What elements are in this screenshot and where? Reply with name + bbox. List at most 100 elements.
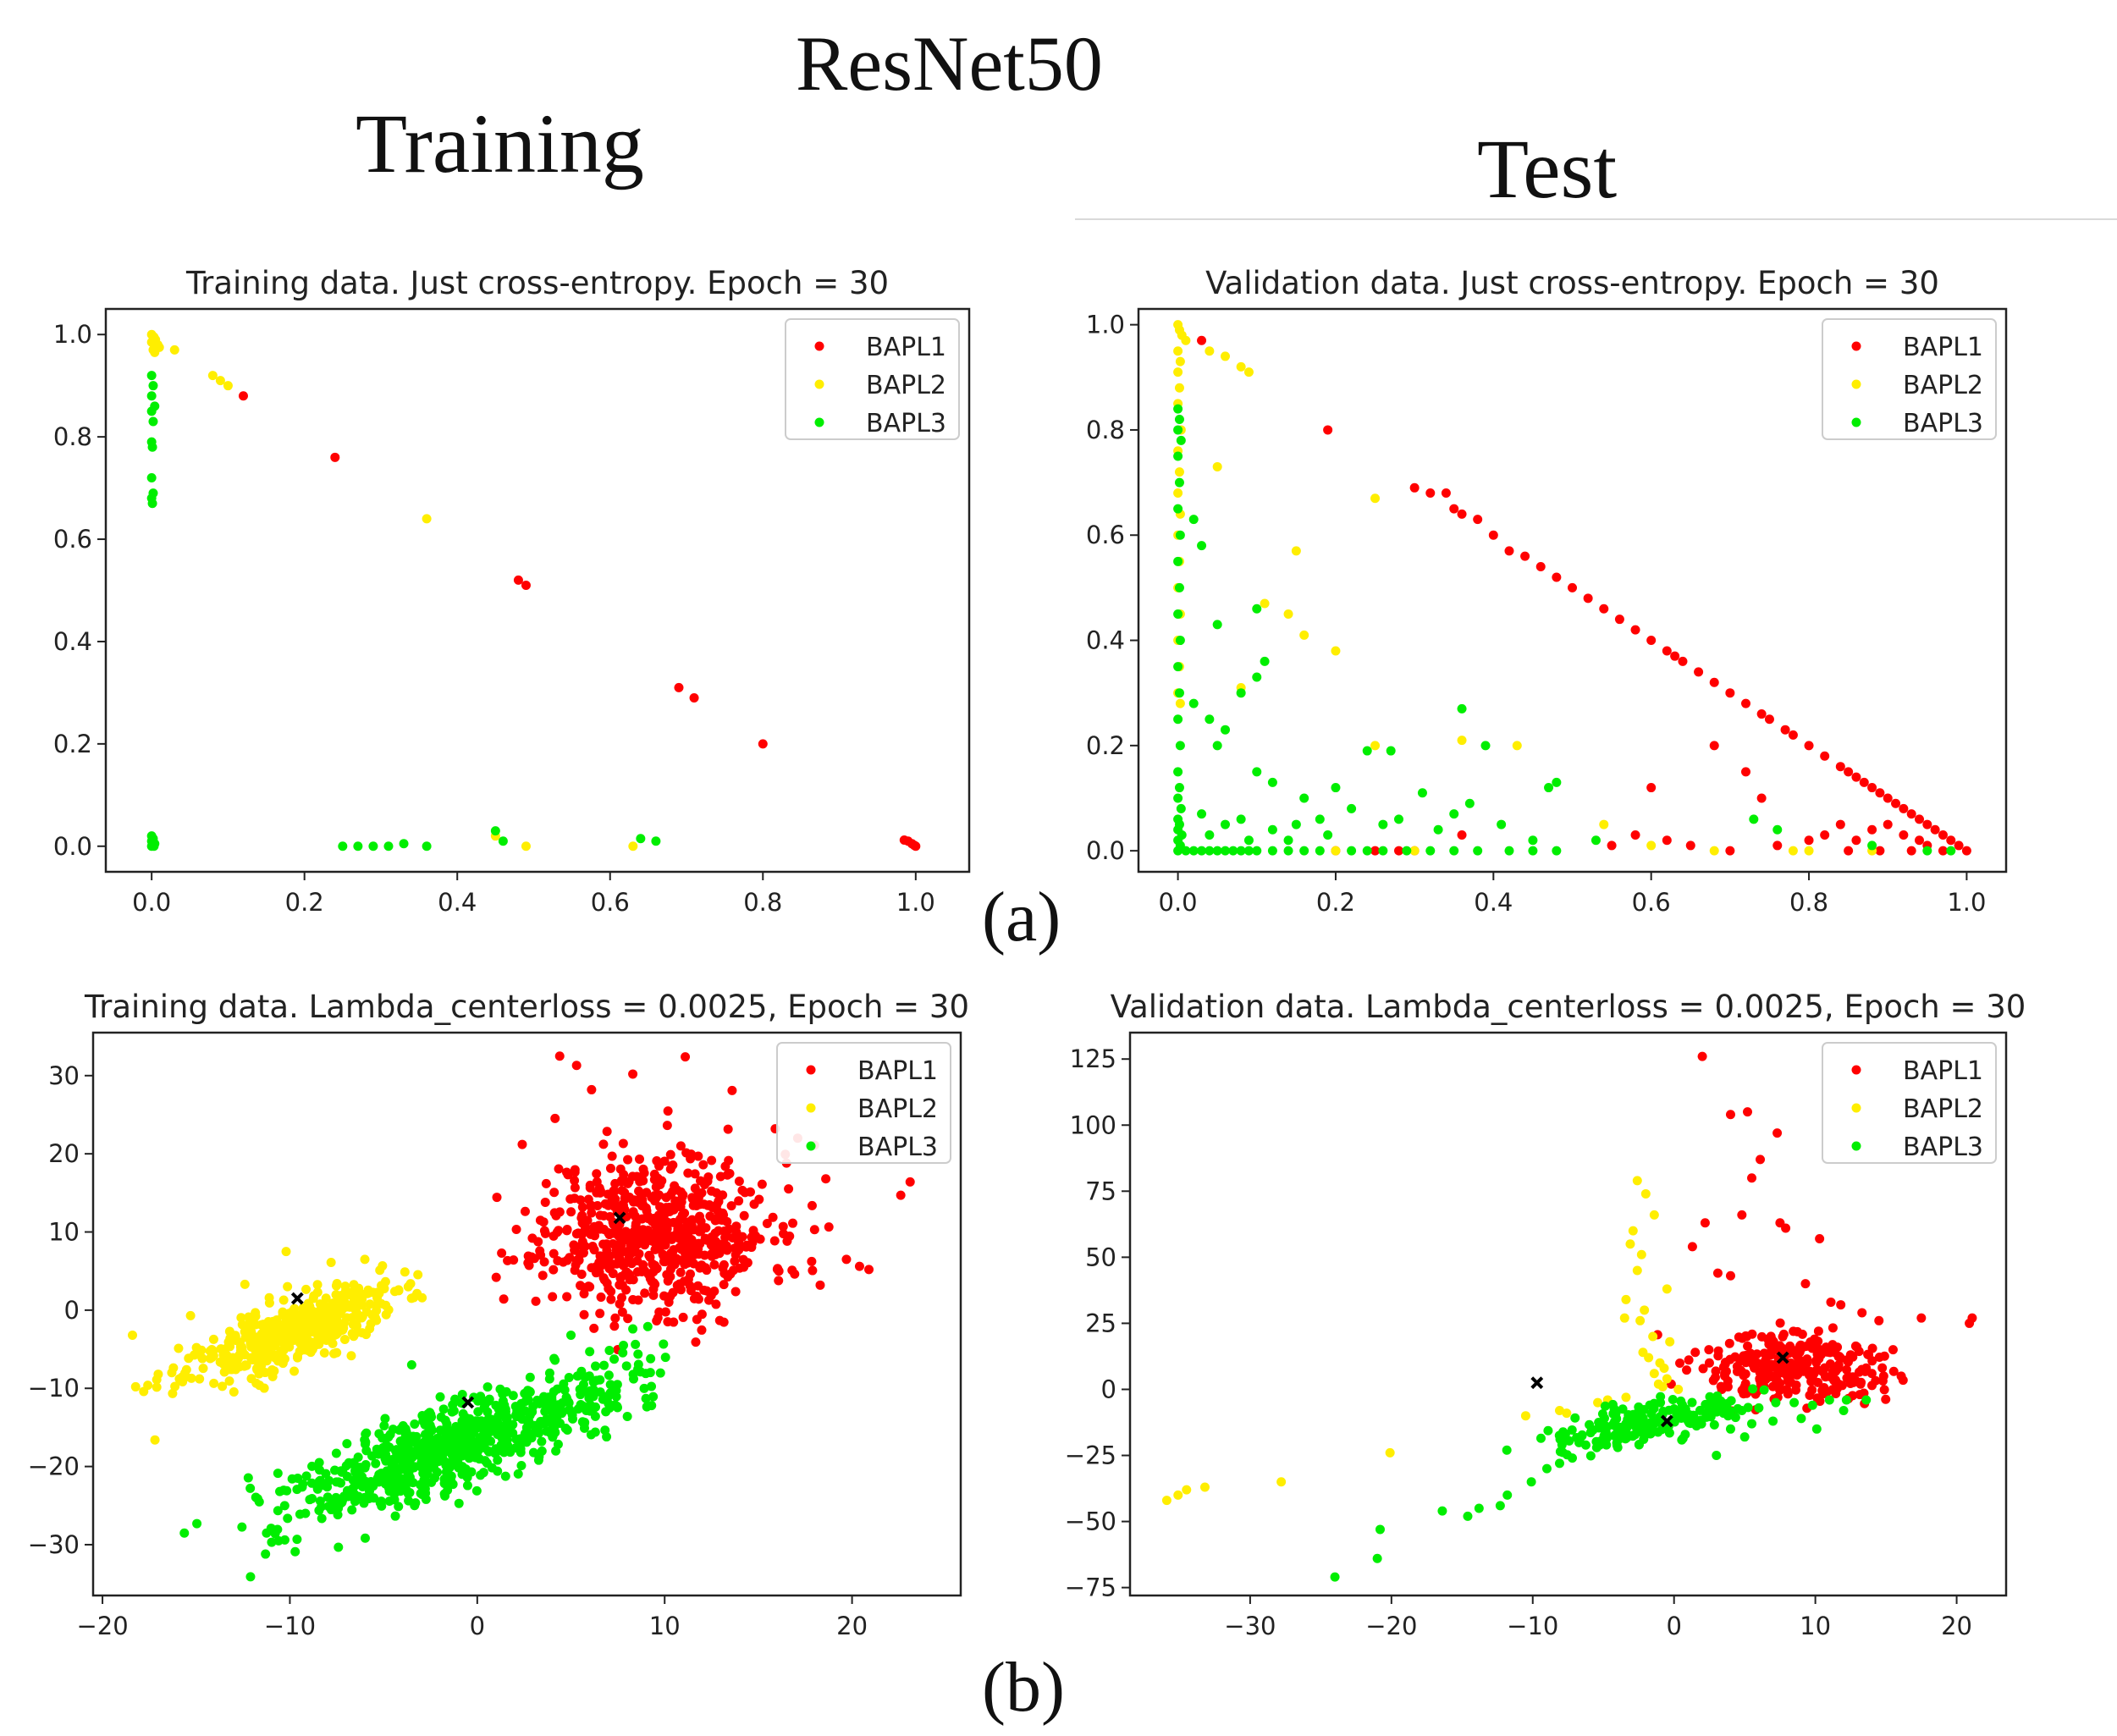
data-point (422, 1435, 432, 1445)
data-point (673, 1226, 683, 1237)
data-point (581, 1372, 591, 1382)
data-point (543, 1392, 554, 1403)
data-point (619, 1260, 629, 1270)
data-point (367, 1451, 378, 1461)
data-point (294, 1331, 304, 1342)
data-point (1599, 1435, 1609, 1445)
data-point (1655, 1358, 1665, 1368)
data-point (1634, 1425, 1644, 1436)
data-point (1906, 846, 1916, 856)
data-point (717, 1215, 727, 1226)
plot-frame (1137, 307, 2008, 874)
data-point (594, 1258, 604, 1268)
data-point (354, 1491, 364, 1502)
data-point (1331, 646, 1341, 656)
data-point (480, 1443, 490, 1453)
data-point (459, 1465, 469, 1475)
data-point (659, 1339, 669, 1349)
series-BAPL1 (1652, 1051, 1977, 1416)
data-point (591, 1361, 601, 1371)
data-point (229, 1386, 239, 1397)
data-point (662, 1254, 672, 1264)
data-point (548, 1292, 558, 1302)
data-point (1647, 1427, 1657, 1437)
data-point (360, 1492, 370, 1502)
data-point (390, 1511, 400, 1521)
data-point (380, 1479, 390, 1489)
data-point (1502, 1490, 1513, 1500)
data-point (341, 1461, 351, 1471)
data-point (1188, 846, 1199, 856)
data-point (1861, 1395, 1872, 1405)
data-point (313, 1307, 323, 1317)
data-point (547, 1392, 557, 1402)
y-tick-label: 75 (1085, 1177, 1116, 1205)
data-point (273, 1356, 284, 1366)
data-point (434, 1434, 444, 1444)
data-point (281, 1325, 291, 1336)
data-point (309, 1316, 319, 1326)
data-point (1449, 809, 1459, 819)
data-point (374, 1477, 384, 1487)
data-point (300, 1304, 311, 1314)
data-point (1243, 367, 1254, 378)
data-point (449, 1394, 460, 1404)
data-point (353, 1452, 363, 1463)
data-point (610, 1178, 620, 1188)
data-point (596, 1260, 606, 1270)
data-point (1622, 1423, 1632, 1433)
data-point (392, 1445, 402, 1455)
data-point (1323, 829, 1333, 840)
data-point (1761, 1356, 1771, 1366)
data-point (513, 1469, 523, 1479)
data-point (666, 1248, 676, 1259)
data-point (1695, 1405, 1705, 1415)
data-point (539, 1419, 549, 1429)
data-point (1684, 1418, 1695, 1428)
data-point (189, 1350, 199, 1360)
data-point (444, 1473, 455, 1483)
data-point (457, 1389, 467, 1399)
data-point (1662, 1374, 1672, 1384)
data-point (1774, 1342, 1784, 1352)
data-point (1634, 1440, 1644, 1450)
data-point (648, 1267, 659, 1277)
data-point (300, 1327, 310, 1337)
data-point (536, 1416, 546, 1426)
data-point (1502, 1445, 1512, 1455)
data-point (449, 1432, 460, 1442)
data-point (593, 1201, 603, 1211)
data-point (693, 1239, 703, 1249)
data-point (527, 1233, 538, 1243)
data-point (331, 1281, 341, 1291)
data-point (152, 339, 163, 350)
data-point (252, 1364, 262, 1375)
data-point (252, 1336, 262, 1346)
data-point (1800, 1279, 1811, 1289)
y-tick-label: 0.4 (53, 627, 92, 656)
data-point (757, 1179, 767, 1189)
data-point (1835, 819, 1845, 829)
data-point (670, 1196, 681, 1206)
data-point (1746, 1354, 1756, 1364)
data-point (678, 1257, 688, 1267)
chart-title: Training data. Just cross-entropy. Epoch… (185, 265, 889, 301)
data-point (1863, 1349, 1873, 1359)
data-point (629, 1235, 639, 1245)
data-point (243, 1473, 253, 1483)
data-point (451, 1443, 461, 1453)
data-point (485, 1426, 495, 1436)
data-point (209, 1378, 219, 1388)
data-point (264, 1333, 274, 1343)
data-point (1457, 829, 1467, 840)
data-point (429, 1445, 439, 1455)
data-point (1906, 809, 1916, 819)
data-point (521, 1415, 532, 1425)
data-point (442, 1447, 452, 1457)
data-point (653, 1229, 664, 1239)
data-point (492, 1422, 502, 1432)
data-point (616, 1237, 626, 1247)
data-point (313, 1317, 323, 1327)
data-point (1755, 1374, 1765, 1384)
data-point (481, 1396, 491, 1406)
